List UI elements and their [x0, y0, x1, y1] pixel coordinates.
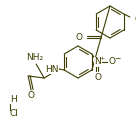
Text: Cl: Cl — [135, 15, 136, 25]
Text: O: O — [94, 74, 101, 83]
Text: O: O — [108, 58, 115, 67]
Text: O: O — [28, 91, 35, 100]
Text: N: N — [95, 58, 101, 67]
Text: O: O — [76, 34, 83, 43]
Text: +: + — [99, 55, 104, 60]
Text: Cl: Cl — [10, 109, 19, 118]
Text: −: − — [114, 54, 120, 64]
Text: H: H — [10, 96, 17, 105]
Text: NH₂: NH₂ — [27, 52, 44, 61]
Text: HN: HN — [45, 65, 58, 74]
